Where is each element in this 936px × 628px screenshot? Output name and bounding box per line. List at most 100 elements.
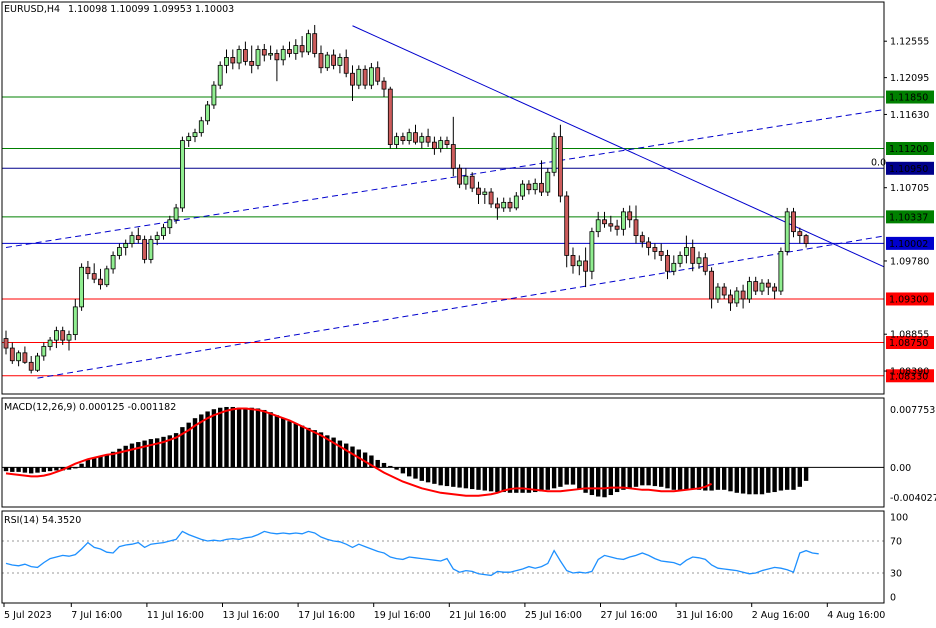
candle-bear[interactable] — [318, 53, 324, 69]
candle-bull[interactable] — [110, 255, 116, 270]
candle-bull[interactable] — [161, 227, 166, 237]
candle-bear[interactable] — [797, 231, 803, 237]
candle-bear[interactable] — [85, 266, 91, 275]
candle-bear[interactable] — [413, 132, 418, 143]
candle-bull[interactable] — [501, 201, 507, 209]
candle-bull[interactable] — [394, 136, 400, 145]
candle-bear[interactable] — [690, 247, 696, 264]
candle-bull[interactable] — [293, 45, 299, 54]
candle-bear[interactable] — [331, 54, 337, 66]
candle-bear[interactable] — [457, 167, 463, 185]
candle-bear[interactable] — [274, 53, 280, 61]
candle-bear[interactable] — [583, 260, 588, 272]
candle-bear[interactable] — [633, 219, 639, 237]
candle-bull[interactable] — [47, 339, 53, 347]
candle-bull[interactable] — [784, 211, 790, 252]
candle-bear[interactable] — [375, 67, 381, 82]
candle-bear[interactable] — [608, 223, 614, 227]
candle-bull[interactable] — [734, 290, 740, 304]
candle-bull[interactable] — [337, 57, 343, 66]
candle-bear[interactable] — [728, 294, 733, 304]
candle-bull[interactable] — [154, 235, 160, 240]
candle-bear[interactable] — [230, 57, 236, 64]
candle-bull[interactable] — [66, 334, 72, 341]
candle-bear[interactable] — [400, 136, 406, 141]
candle-bear[interactable] — [570, 255, 576, 267]
candle-bear[interactable] — [627, 211, 633, 221]
candle-bull[interactable] — [217, 64, 223, 86]
candle-bull[interactable] — [198, 120, 204, 134]
candle-bear[interactable] — [602, 219, 607, 225]
candle-bull[interactable] — [715, 286, 721, 300]
candle-bear[interactable] — [765, 282, 771, 288]
candle-bear[interactable] — [91, 273, 97, 280]
candle-bear[interactable] — [28, 361, 34, 371]
candle-bear[interactable] — [658, 251, 664, 256]
candle-bull[interactable] — [224, 57, 229, 66]
candle-bear[interactable] — [646, 241, 651, 248]
candle-bear[interactable] — [299, 45, 305, 53]
candle-bull[interactable] — [54, 330, 59, 341]
candle-bull[interactable] — [356, 68, 362, 86]
candle-bull[interactable] — [35, 355, 40, 371]
candle-bear[interactable] — [564, 195, 570, 256]
candle-bear[interactable] — [425, 136, 431, 143]
candle-bull[interactable] — [148, 239, 154, 260]
candle-bull[interactable] — [123, 243, 129, 248]
candle-bull[interactable] — [532, 182, 538, 191]
candle-bear[interactable] — [614, 225, 620, 230]
candle-bull[interactable] — [186, 136, 192, 141]
candle-bear[interactable] — [3, 338, 9, 349]
candle-bear[interactable] — [22, 352, 28, 363]
candle-bear[interactable] — [350, 72, 355, 86]
candle-bull[interactable] — [684, 247, 689, 256]
price-pane[interactable]: 1.11850 1.11200 1.10950 1.10337 1.10002 1.093… — [2, 24, 934, 383]
candle-bear[interactable] — [362, 68, 368, 86]
candle-bull[interactable] — [236, 49, 242, 64]
candle-bull[interactable] — [129, 235, 135, 244]
candle-bear[interactable] — [444, 140, 450, 145]
candle-bull[interactable] — [438, 140, 444, 149]
candle-bull[interactable] — [173, 207, 179, 221]
candle-bull[interactable] — [167, 219, 173, 229]
candle-bear[interactable] — [665, 255, 670, 272]
candle-bull[interactable] — [305, 33, 311, 53]
candle-bull[interactable] — [255, 49, 261, 66]
candle-bull[interactable] — [179, 140, 185, 209]
channel-upper[interactable] — [5, 109, 885, 248]
candle-bull[interactable] — [41, 346, 47, 357]
candle-bear[interactable] — [469, 175, 475, 189]
candle-bear[interactable] — [526, 183, 532, 191]
candle-bull[interactable] — [117, 247, 122, 256]
candle-bull[interactable] — [576, 260, 582, 267]
candle-bear[interactable] — [476, 187, 481, 195]
macd-pane[interactable]: 0.007753 0.00 -0.004027 — [2, 405, 936, 504]
candle-bull[interactable] — [192, 132, 198, 138]
candle-bear[interactable] — [142, 239, 148, 260]
candle-bear[interactable] — [287, 49, 292, 54]
candle-bear[interactable] — [312, 33, 318, 54]
candle-bull[interactable] — [759, 282, 765, 292]
candle-bear[interactable] — [249, 60, 255, 66]
candle-bear[interactable] — [450, 144, 456, 169]
candle-bear[interactable] — [494, 203, 500, 209]
candle-bull[interactable] — [419, 136, 425, 143]
candle-bear[interactable] — [242, 49, 248, 62]
candle-bear[interactable] — [753, 281, 759, 292]
candle-bull[interactable] — [671, 262, 677, 272]
candle-bull[interactable] — [778, 251, 784, 292]
candle-bear[interactable] — [9, 347, 15, 362]
candle-bull[interactable] — [104, 268, 110, 286]
candle-bear[interactable] — [60, 330, 66, 341]
candle-bull[interactable] — [324, 54, 330, 69]
candle-bull[interactable] — [545, 171, 551, 193]
candle-bear[interactable] — [803, 235, 809, 244]
candle-bear[interactable] — [772, 286, 777, 292]
candle-bear[interactable] — [709, 270, 714, 300]
candle-bull[interactable] — [79, 266, 84, 308]
candle-bull[interactable] — [677, 255, 683, 264]
rsi-pane[interactable]: 100 70 30 0 — [2, 513, 908, 604]
candle-bull[interactable] — [406, 132, 412, 141]
candle-bull[interactable] — [621, 211, 626, 230]
